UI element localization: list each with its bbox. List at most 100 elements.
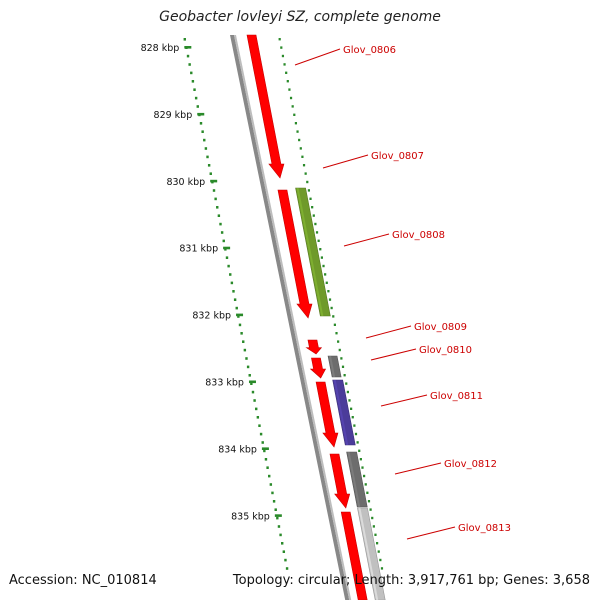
track-dot <box>314 222 317 226</box>
gene-label-glov-0808[interactable]: Glov_0808 <box>392 230 445 241</box>
scale-major-tick <box>197 112 205 116</box>
scale-dot <box>264 458 268 461</box>
scale-dot <box>250 382 253 385</box>
scale-dot <box>258 424 261 427</box>
track-dot <box>294 122 298 125</box>
track-dot <box>293 113 296 116</box>
track-dot <box>328 298 332 301</box>
track-dot <box>320 256 323 259</box>
track-dot <box>377 550 380 553</box>
scale-dot <box>199 122 203 125</box>
track-dot <box>343 374 346 377</box>
scale-dot <box>255 407 258 411</box>
track-dot <box>324 273 327 276</box>
gene-label-leader <box>380 394 428 407</box>
scale-dot <box>237 315 240 318</box>
track-dot <box>296 130 299 133</box>
track-dot <box>322 264 325 268</box>
scale-dot <box>251 390 255 394</box>
scale-dot <box>188 63 191 66</box>
scale-dot <box>269 483 273 486</box>
gene-label-leader <box>406 526 456 540</box>
scale-label: 830 kbp <box>166 177 205 188</box>
track-dot <box>337 340 340 343</box>
scale-dot <box>206 155 209 159</box>
track-dot <box>286 80 289 83</box>
scale-dot <box>243 348 247 352</box>
gene-label-leader <box>394 462 442 475</box>
track-dot <box>372 525 375 528</box>
scale-dot <box>207 164 211 167</box>
gene-label-glov-0811[interactable]: Glov_0811 <box>430 391 483 402</box>
gene-feature-highlight <box>342 512 362 600</box>
scale-dot <box>212 189 216 192</box>
track-dot <box>312 214 315 217</box>
scale-dot <box>268 474 271 478</box>
scale-dot <box>240 332 243 335</box>
scale-dot <box>190 71 193 75</box>
gene-label-glov-0806[interactable]: Glov_0806 <box>343 45 396 56</box>
track-dot <box>278 38 281 41</box>
gene-label-leader <box>365 325 412 339</box>
track-dot <box>371 516 374 520</box>
sequence-backbone-highlight <box>234 35 352 600</box>
gene-label-glov-0807[interactable]: Glov_0807 <box>371 151 424 162</box>
scale-dot <box>214 197 217 201</box>
scale-dot <box>272 500 276 503</box>
genome-summary-text: Topology: circular; Length: 3,917,761 bp… <box>232 573 590 588</box>
gene-feature[interactable] <box>305 339 323 355</box>
scale-label: 829 kbp <box>154 110 193 121</box>
track-dot <box>380 567 384 570</box>
track-dot <box>366 491 369 494</box>
gene-label-leader <box>322 154 369 169</box>
track-dot <box>333 323 336 326</box>
track-dot <box>302 164 306 167</box>
track-dot <box>353 424 356 427</box>
gene-feature-highlight <box>248 35 277 170</box>
scale-dot <box>201 130 204 133</box>
gene-feature-highlight <box>347 452 361 507</box>
track-dot <box>346 390 349 394</box>
scale-dot <box>183 38 186 41</box>
gene-label-glov-0809[interactable]: Glov_0809 <box>414 322 467 333</box>
gene-label-glov-0810[interactable]: Glov_0810 <box>419 345 472 356</box>
track-dot <box>361 466 364 469</box>
scale-dot <box>233 298 237 301</box>
scale-dot <box>193 88 196 91</box>
gene-feature-highlight <box>278 190 305 310</box>
track-dot <box>338 348 341 352</box>
gene-label-glov-0812[interactable]: Glov_0812 <box>444 459 497 470</box>
scale-major-tick <box>184 46 192 49</box>
scale-dot <box>209 172 212 175</box>
track-dot <box>369 508 372 511</box>
scale-dot <box>285 567 289 570</box>
track-dot <box>379 558 382 562</box>
gene-feature[interactable] <box>309 357 327 379</box>
scale-dot <box>266 466 269 469</box>
gene-feature-highlight <box>330 454 342 500</box>
track-dot <box>281 54 285 58</box>
gene-feature-highlight <box>333 380 349 445</box>
gene-label-glov-0813[interactable]: Glov_0813 <box>458 523 511 534</box>
track-dot <box>351 416 354 419</box>
track-dot <box>340 357 343 360</box>
scale-dot <box>282 550 286 553</box>
scale-label: 828 kbp <box>141 43 180 54</box>
scale-dot <box>227 264 230 268</box>
track-dot <box>301 155 304 158</box>
track-dot <box>289 96 293 100</box>
scale-dot <box>263 449 266 453</box>
scale-label: 834 kbp <box>218 444 257 455</box>
scale-dot <box>230 281 234 285</box>
gene-label-leader <box>370 348 417 361</box>
gene-label-leader <box>343 233 390 247</box>
scale-dot <box>216 206 219 209</box>
track-dot <box>345 382 348 385</box>
sequence-backbone <box>230 35 350 600</box>
track-dot <box>374 533 377 536</box>
scale-major-tick <box>223 246 231 250</box>
scale-dot <box>222 239 225 243</box>
track-dot <box>306 180 309 184</box>
track-dot <box>319 248 322 251</box>
track-dot <box>280 46 283 49</box>
